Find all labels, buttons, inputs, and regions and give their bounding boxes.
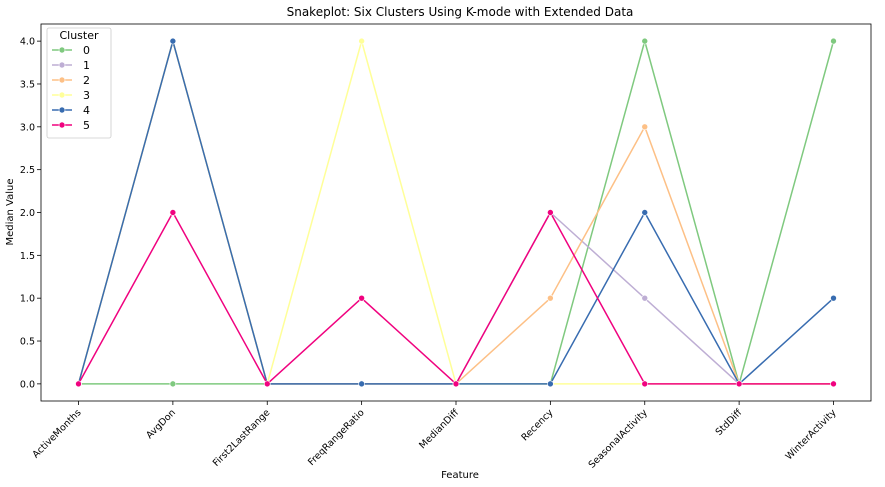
data-point [641, 123, 649, 131]
y-axis-label: Median Value [5, 178, 16, 245]
legend: Cluster 0 1 2 3 4 5 [46, 27, 112, 139]
legend-item: 3 [52, 89, 90, 102]
x-tick-label: AvgDon [144, 407, 178, 441]
y-tick-label: 2.5 [20, 165, 35, 176]
data-point [358, 294, 365, 302]
y-tick-label: 3.0 [20, 122, 35, 133]
y-tick-label: 2.0 [20, 208, 35, 219]
legend-marker [58, 61, 66, 69]
legend-label: 2 [83, 74, 90, 87]
data-point [641, 37, 649, 45]
data-point [263, 380, 271, 388]
legend-marker [58, 76, 66, 84]
data-point [547, 294, 554, 302]
data-point [547, 380, 554, 388]
y-tick-label: 0.5 [20, 337, 35, 348]
data-point [452, 380, 460, 388]
legend-marker [58, 46, 66, 54]
legend-label: 5 [83, 119, 90, 132]
data-point [169, 209, 177, 216]
legend-label: 0 [83, 44, 90, 57]
data-point [169, 37, 177, 45]
data-point [641, 380, 649, 388]
chart-title: Snakeplot: Six Clusters Using K-mode wit… [287, 5, 634, 19]
legend-item: 0 [52, 44, 90, 57]
data-point [830, 37, 837, 45]
x-tick-label: SeasonalActivity [587, 407, 651, 471]
x-tick-label: First2LastRange [211, 407, 273, 469]
data-point [641, 294, 649, 302]
legend-label: 1 [83, 59, 90, 72]
legend-box [46, 27, 112, 139]
y-tick-label: 0.0 [20, 379, 35, 390]
series-lines [75, 37, 837, 388]
x-axis-label: Feature [441, 470, 479, 481]
data-point [169, 380, 177, 388]
legend-item: 4 [52, 104, 90, 117]
data-point [735, 380, 743, 388]
data-point [75, 380, 82, 388]
legend-marker [58, 91, 66, 99]
data-point [641, 209, 649, 216]
x-tick-label: StdDiff [714, 407, 745, 438]
y-tick-label: 1.5 [20, 251, 35, 262]
y-tick-label: 1.0 [20, 294, 35, 305]
legend-item: 5 [52, 119, 90, 132]
data-point [547, 209, 554, 216]
x-tick-label: WinterActivity [784, 407, 839, 462]
plot-area [40, 23, 872, 402]
x-axis: ActiveMonths AvgDon First2LastRange FreqRan… [30, 401, 839, 471]
x-tick-label: Recency [519, 407, 555, 443]
x-tick-label: MedianDiff [417, 407, 461, 451]
legend-marker [58, 121, 66, 129]
data-point [830, 380, 837, 388]
x-tick-label: FreqRangeRatio [306, 407, 367, 468]
legend-marker [58, 106, 66, 114]
x-tick-label: ActiveMonths [30, 407, 83, 460]
legend-item: 2 [52, 74, 90, 87]
y-tick-label: 3.5 [20, 79, 35, 90]
series-5 [75, 209, 837, 388]
y-axis: 0.0 0.5 1.0 1.5 2.0 2.5 3.0 3.5 4.0 [20, 37, 41, 390]
legend-title: Cluster [59, 29, 99, 42]
y-tick-label: 4.0 [20, 37, 35, 48]
legend-label: 4 [83, 104, 90, 117]
data-point [358, 37, 365, 45]
legend-item: 1 [52, 59, 90, 72]
legend-label: 3 [83, 89, 90, 102]
data-point [358, 380, 365, 388]
data-point [830, 294, 837, 302]
